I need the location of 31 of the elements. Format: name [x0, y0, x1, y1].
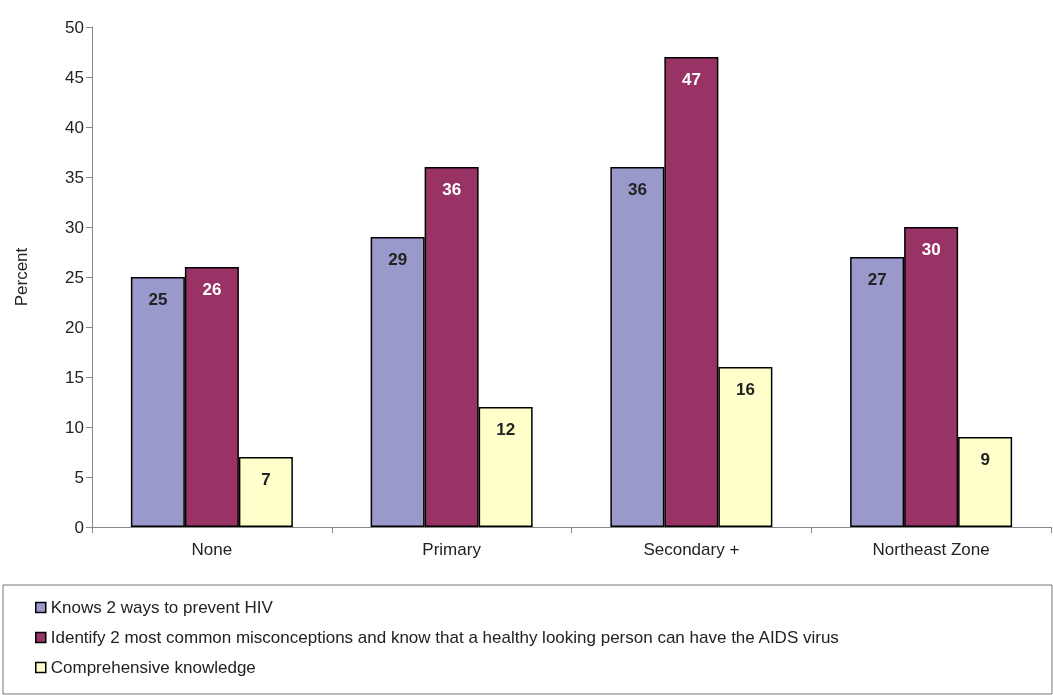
- x-tick-label: Primary: [422, 540, 482, 559]
- y-axis-title: Percent: [12, 247, 31, 307]
- y-tick-label: 15: [65, 367, 84, 387]
- y-tick-label: 30: [65, 217, 84, 237]
- y-tick-label: 50: [65, 17, 84, 37]
- data-label: 36: [627, 180, 647, 199]
- y-tick-label: 20: [65, 317, 84, 337]
- y-tick-label: 10: [65, 417, 84, 437]
- data-label: 7: [261, 470, 271, 489]
- data-label: 9: [980, 450, 990, 469]
- y-tick-label: 45: [65, 67, 84, 87]
- legend-label: Comprehensive knowledge: [50, 658, 256, 677]
- x-tick-label: Northeast Zone: [872, 540, 990, 559]
- data-label: 26: [202, 280, 222, 299]
- legend-label: Knows 2 ways to prevent HIV: [50, 598, 274, 617]
- x-tick-label: None: [191, 540, 233, 559]
- data-label: 36: [442, 180, 462, 199]
- data-label: 16: [735, 380, 755, 399]
- y-tick-label: 40: [65, 117, 84, 137]
- y-tick-label: 25: [65, 267, 84, 287]
- x-tick-label: Secondary +: [643, 540, 740, 559]
- data-label: 29: [388, 250, 408, 269]
- y-tick-label: 5: [74, 467, 84, 487]
- legend-label: Identify 2 most common misconceptions and know that a healthy looking person can have the AIDS virus: [50, 628, 839, 647]
- data-label: 12: [496, 420, 516, 439]
- data-label: 25: [148, 290, 168, 309]
- data-label: 27: [867, 270, 887, 289]
- data-label: 47: [681, 70, 701, 89]
- y-tick-label: 0: [74, 517, 84, 537]
- data-label: 30: [921, 240, 941, 259]
- y-tick-label: 35: [65, 167, 84, 187]
